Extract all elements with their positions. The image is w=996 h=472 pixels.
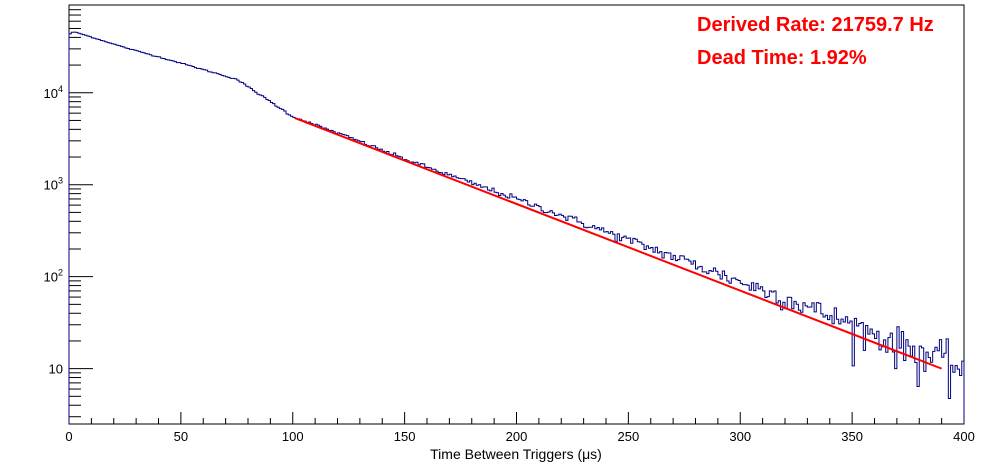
y-tick-label: 103 bbox=[44, 176, 63, 193]
y-axis-ticks: 10 102 103 104 bbox=[44, 4, 93, 418]
y-tick-label: 104 bbox=[44, 84, 63, 101]
dead-time-annotation: Dead Time: 1.92% bbox=[697, 47, 867, 69]
x-tick-label: 200 bbox=[506, 429, 528, 444]
x-tick-label: 350 bbox=[841, 429, 863, 444]
x-tick-label: 0 bbox=[65, 429, 72, 444]
x-axis-ticks: 0 50 100 150 200 250 300 350 400 bbox=[65, 412, 975, 444]
x-tick-label: 400 bbox=[953, 429, 975, 444]
series-fit-line bbox=[294, 117, 942, 370]
series-group bbox=[68, 31, 965, 424]
derived-rate-annotation: Derived Rate: 21759.7 Hz bbox=[697, 14, 934, 36]
x-axis-label: Time Between Triggers (μs) bbox=[430, 446, 602, 462]
y-tick-label: 10 bbox=[49, 362, 63, 377]
x-tick-label: 300 bbox=[729, 429, 751, 444]
series-histogram bbox=[68, 31, 965, 424]
y-tick-label: 102 bbox=[44, 268, 63, 285]
x-tick-label: 100 bbox=[282, 429, 304, 444]
x-tick-label: 50 bbox=[174, 429, 188, 444]
x-tick-label: 250 bbox=[618, 429, 640, 444]
x-tick-label: 150 bbox=[394, 429, 416, 444]
